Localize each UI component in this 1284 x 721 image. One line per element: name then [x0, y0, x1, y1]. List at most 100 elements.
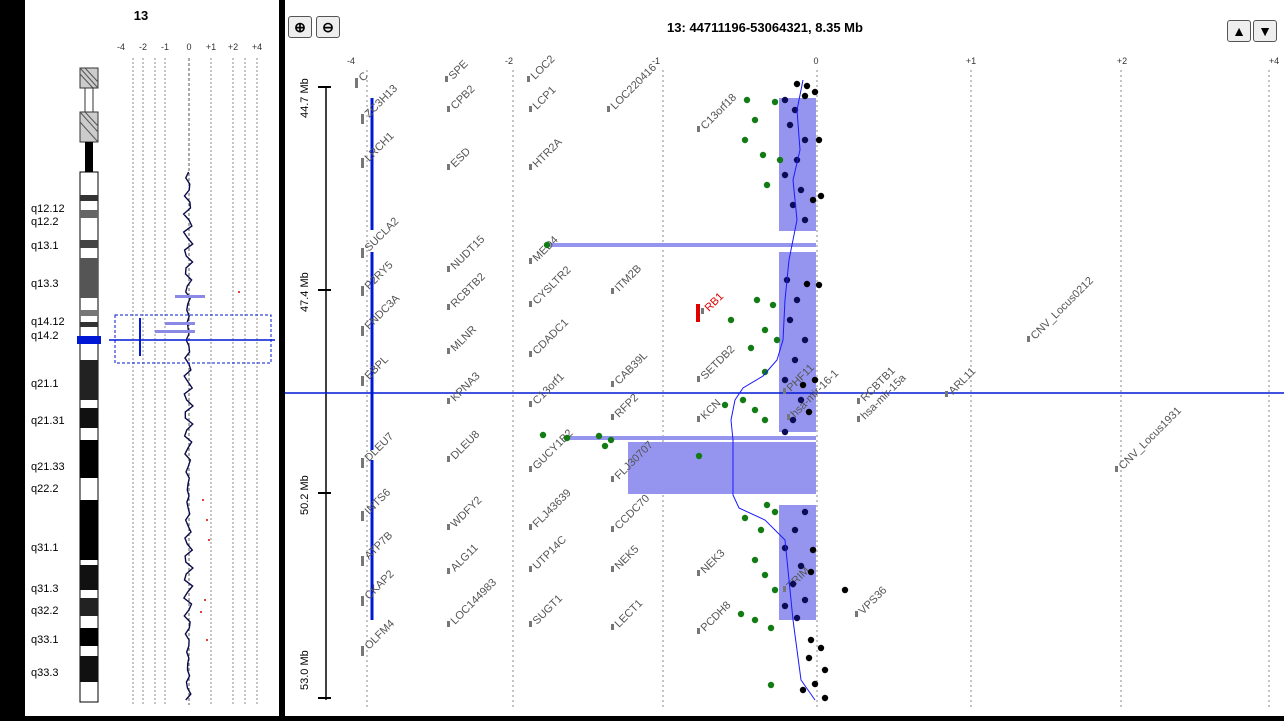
gene-label[interactable]: C13orf1 — [531, 371, 567, 407]
gene-label[interactable]: ZC3H13 — [363, 83, 400, 120]
gene-label[interactable]: DLEU8 — [449, 429, 483, 463]
gene-label[interactable]: MLNR — [449, 324, 480, 355]
gene-marker — [527, 76, 530, 82]
gene-label[interactable]: NEK3 — [699, 547, 728, 576]
probe-point — [803, 280, 811, 288]
gene-label[interactable]: OLFM4 — [363, 618, 397, 652]
gene-label[interactable]: SUCLA2 — [363, 215, 402, 254]
gene-marker — [697, 628, 700, 634]
gene-marker — [361, 511, 364, 521]
gene-label[interactable]: RFP2 — [613, 392, 641, 420]
zoom-in-button[interactable]: ⊕ — [288, 16, 312, 38]
gene-label[interactable]: WDFY2 — [449, 494, 485, 530]
zoom-out-button[interactable]: ⊖ — [316, 16, 340, 38]
scroll-down-button[interactable]: ▼ — [1253, 20, 1277, 42]
gene-label[interactable]: CPB2 — [449, 83, 478, 112]
gene-label[interactable]: NUDT15 — [449, 233, 488, 272]
band-label: q21.33 — [31, 461, 65, 473]
gene-label[interactable]: ESD — [449, 146, 474, 171]
gene-label[interactable]: GUCY1B2 — [531, 427, 576, 472]
probe-point — [791, 106, 799, 114]
scroll-up-button[interactable]: ▲ — [1227, 20, 1251, 42]
gene-label[interactable]: ITM2B — [613, 263, 644, 294]
segment-bar[interactable] — [567, 436, 816, 440]
gene-label[interactable]: CDADC1 — [531, 317, 571, 357]
probe-point — [789, 416, 797, 424]
gene-marker — [447, 568, 450, 574]
probe-point — [767, 681, 775, 689]
gene-marker — [855, 611, 858, 617]
probe-point — [751, 556, 759, 564]
gene-label[interactable]: UTP14C — [531, 534, 569, 572]
band-label: q14.2 — [31, 330, 59, 342]
gene-label[interactable]: C — [357, 70, 371, 84]
gene-label[interactable]: SUGT1 — [531, 593, 565, 627]
gene-label[interactable]: RCBTB2 — [449, 271, 488, 310]
gene-label[interactable]: KPNA3 — [449, 370, 483, 404]
probe-point — [815, 136, 823, 144]
probe-point — [781, 428, 789, 436]
band-label: q13.1 — [31, 240, 59, 252]
probe-point — [789, 201, 797, 209]
segment-bar[interactable] — [549, 243, 816, 247]
gene-label[interactable]: C13orf18 — [699, 92, 739, 132]
down-arrow-icon: ▼ — [1258, 23, 1272, 39]
gene-marker — [361, 286, 364, 296]
probe-point — [757, 526, 765, 534]
band-label: q32.2 — [31, 605, 59, 617]
gene-marker — [945, 391, 948, 397]
probe-point — [807, 636, 815, 644]
overview-tick: -1 — [161, 42, 169, 52]
gene-label[interactable]: LCP1 — [531, 84, 559, 112]
gene-label[interactable]: ATP7B — [363, 530, 396, 563]
gene-label[interactable]: LOC2 — [529, 53, 558, 82]
gene-label[interactable]: HTR2A — [531, 136, 565, 170]
overview-point — [202, 499, 204, 501]
gene-marker — [611, 476, 614, 482]
gene-label[interactable]: CNV_Locus1931 — [1117, 405, 1184, 472]
gene-label[interactable]: LOC220416 — [609, 62, 659, 112]
gene-label[interactable]: RB1 — [703, 290, 727, 314]
gene-label[interactable]: FLJ43639 — [531, 487, 574, 530]
probe-point — [721, 401, 729, 409]
rb1-marker[interactable] — [696, 304, 700, 322]
probe-points — [539, 80, 849, 702]
gene-label[interactable]: DLEU7 — [363, 431, 397, 465]
gene-label[interactable]: CYSLTR2 — [531, 264, 574, 307]
gene-label[interactable]: SETDB2 — [699, 343, 738, 382]
gene-label[interactable]: P2RY5 — [363, 259, 396, 292]
gene-label[interactable]: LOC144983 — [449, 577, 499, 627]
gene-marker — [611, 624, 614, 630]
gene-marker — [361, 326, 364, 336]
probe-point — [791, 356, 799, 364]
gene-label[interactable]: NEK5 — [613, 543, 642, 572]
gene-label[interactable]: KCN — [699, 397, 724, 422]
overview-tick: -4 — [117, 42, 125, 52]
gene-label[interactable]: ALG11 — [449, 542, 481, 574]
copy-number-segments[interactable] — [549, 98, 816, 620]
gene-label[interactable]: EBPL — [363, 354, 391, 382]
segment-bar[interactable] — [779, 505, 816, 620]
position-label: 47.4 Mb — [299, 272, 311, 312]
gene-label[interactable]: CKAP2 — [363, 568, 397, 602]
probe-point — [743, 96, 751, 104]
gene-label[interactable]: CCDC70 — [613, 493, 653, 533]
gene-label[interactable]: VPS36 — [857, 584, 890, 617]
probe-point — [763, 181, 771, 189]
gene-label[interactable]: CAB39L — [613, 350, 650, 387]
gene-marker — [445, 76, 448, 82]
gene-label[interactable]: LRCH1 — [363, 130, 397, 164]
gene-label[interactable]: MED4 — [531, 234, 561, 264]
selected-region-box[interactable] — [114, 314, 272, 364]
gene-label[interactable]: LECT1 — [613, 597, 646, 630]
chromosome-overview-svg: 13 -4 -2 -1 0 +1 +2 +4 — [31, 8, 275, 705]
gene-label[interactable]: PCDH8 — [699, 599, 734, 634]
chromosome-ideogram[interactable] — [77, 67, 101, 703]
probe-point — [793, 614, 801, 622]
gene-marker — [529, 621, 532, 627]
gene-label[interactable]: SPE — [447, 58, 471, 82]
overview-point — [206, 639, 208, 641]
segment-bar[interactable] — [628, 442, 816, 494]
gene-label[interactable]: CNV_Locus0212 — [1029, 275, 1096, 342]
gene-label[interactable]: FNDC3A — [363, 292, 403, 332]
